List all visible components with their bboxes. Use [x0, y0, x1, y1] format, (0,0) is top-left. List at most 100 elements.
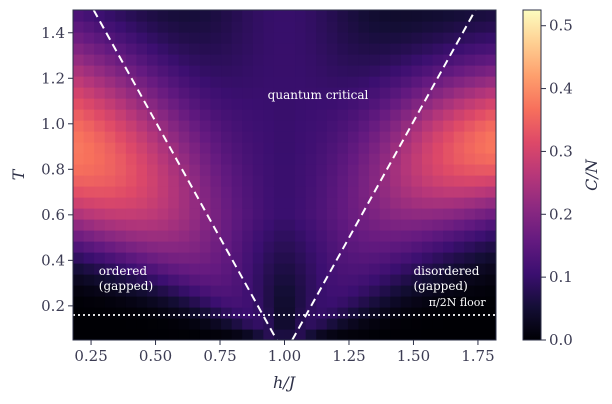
heatmap-cell	[252, 329, 264, 340]
heatmap-cell	[464, 296, 476, 308]
heatmap-cell	[390, 241, 402, 253]
heatmap-cell	[379, 241, 391, 253]
heatmap-cell	[464, 241, 476, 253]
heatmap-cell	[125, 186, 138, 198]
heatmap-cell	[464, 164, 476, 176]
heatmap-cell	[231, 120, 243, 132]
heatmap-cell	[242, 164, 254, 176]
heatmap-cell	[295, 32, 307, 44]
heatmap-cell	[326, 32, 338, 44]
heatmap-cell	[485, 219, 496, 231]
heatmap-cell	[168, 186, 180, 198]
heatmap-cell	[147, 120, 159, 132]
annotation-disordered: (gapped)	[413, 279, 467, 293]
heatmap-cell	[199, 208, 212, 220]
heatmap-cell	[379, 274, 391, 286]
heatmap-cell	[453, 197, 465, 209]
annotation-ordered: ordered	[99, 264, 148, 278]
heatmap-cell	[347, 197, 360, 209]
heatmap-cell	[147, 186, 159, 198]
heatmap-cell	[432, 87, 444, 99]
heatmap-cell	[347, 87, 360, 99]
heatmap-cell	[411, 76, 423, 88]
heatmap-cell	[104, 318, 116, 330]
heatmap-cell	[221, 109, 233, 121]
heatmap-cell	[189, 32, 201, 44]
heatmap-cell	[73, 197, 85, 209]
heatmap-cell	[390, 109, 402, 121]
heatmap-cell	[464, 21, 476, 33]
heatmap-cell	[94, 318, 106, 330]
heatmap-cell	[178, 318, 190, 330]
heatmap-cell	[347, 296, 360, 308]
heatmap-cell	[464, 142, 476, 154]
heatmap-cell	[115, 274, 127, 286]
heatmap-cell	[400, 98, 412, 110]
heatmap-cell	[347, 21, 360, 33]
heatmap-cell	[326, 241, 338, 253]
heatmap-cell	[369, 175, 381, 187]
heatmap-cell	[199, 65, 212, 77]
heatmap-cell	[464, 197, 476, 209]
heatmap-cell	[136, 241, 148, 253]
heatmap-cell	[231, 164, 243, 176]
heatmap-cell	[474, 164, 487, 176]
heatmap-cell	[443, 197, 455, 209]
heatmap-cell	[168, 252, 180, 264]
heatmap-cell	[390, 252, 402, 264]
heatmap-cell	[305, 252, 317, 264]
heatmap-cell	[485, 318, 496, 330]
heatmap-cell	[73, 230, 85, 242]
heatmap-cell	[443, 109, 455, 121]
heatmap-cell	[273, 10, 286, 22]
heatmap-cell	[147, 87, 159, 99]
heatmap-cell	[453, 142, 465, 154]
heatmap-cell	[474, 175, 487, 187]
heatmap-cell	[168, 98, 180, 110]
heatmap-cell	[432, 285, 444, 297]
heatmap-cell	[273, 153, 286, 165]
heatmap-cell	[104, 120, 116, 132]
heatmap-cell	[474, 219, 487, 231]
heatmap-cell	[474, 120, 487, 132]
heatmap-cell	[242, 296, 254, 308]
heatmap-cell	[358, 21, 370, 33]
heatmap-cell	[94, 175, 106, 187]
heatmap-cell	[369, 263, 381, 275]
heatmap-cell	[242, 153, 254, 165]
heatmap-cell	[358, 120, 370, 132]
heatmap-cell	[263, 208, 275, 220]
heatmap-cell	[474, 76, 487, 88]
heatmap-cell	[316, 296, 328, 308]
heatmap-cell	[453, 98, 465, 110]
heatmap-cell	[189, 329, 201, 340]
heatmap-cell	[358, 175, 370, 187]
heatmap-cell	[485, 65, 496, 77]
heatmap-cell	[464, 76, 476, 88]
heatmap-cell	[485, 307, 496, 319]
heatmap-cell	[231, 318, 243, 330]
heatmap-cell	[273, 285, 286, 297]
heatmap-cell	[400, 197, 412, 209]
heatmap-cell	[147, 252, 159, 264]
heatmap-cell	[305, 10, 317, 22]
heatmap-cell	[305, 274, 317, 286]
heatmap-cell	[136, 21, 148, 33]
heatmap-cell	[136, 230, 148, 242]
heatmap-cell	[432, 230, 444, 242]
heatmap-cell	[252, 197, 264, 209]
heatmap-cell	[221, 318, 233, 330]
heatmap-cell	[178, 296, 190, 308]
heatmap-cell	[421, 318, 434, 330]
heatmap-cell	[474, 131, 487, 143]
heatmap-cell	[443, 296, 455, 308]
heatmap-cell	[83, 43, 95, 55]
heatmap-cell	[474, 98, 487, 110]
heatmap-cell	[474, 329, 487, 340]
heatmap-cell	[305, 153, 317, 165]
heatmap-cell	[390, 87, 402, 99]
heatmap-cell	[189, 318, 201, 330]
heatmap-cell	[104, 329, 116, 340]
heatmap-cell	[273, 230, 286, 242]
heatmap-cell	[147, 76, 159, 88]
